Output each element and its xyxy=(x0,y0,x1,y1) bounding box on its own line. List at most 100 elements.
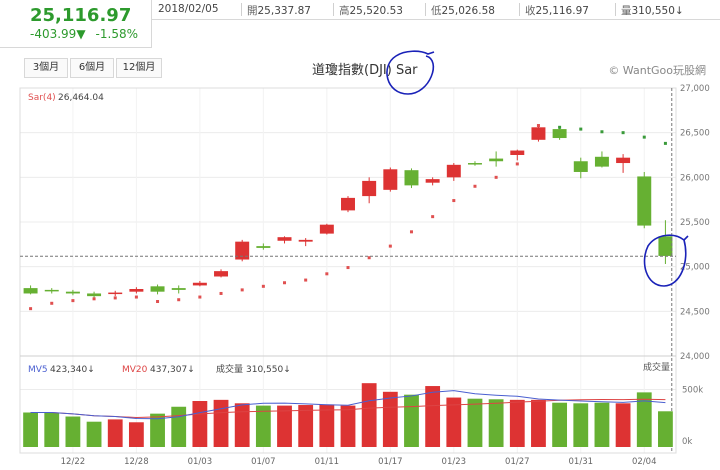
volume-bar xyxy=(255,405,271,447)
range-3m-button[interactable]: 3個月 xyxy=(24,58,68,78)
date-tick-label: 01/31 xyxy=(569,457,594,467)
candle-body xyxy=(319,224,334,234)
sar-dot xyxy=(409,230,413,234)
change-value: -403.99▼ xyxy=(30,27,86,41)
volume-bar xyxy=(361,383,377,447)
sar-dot xyxy=(473,184,477,188)
volume-bar xyxy=(594,402,610,447)
volume-bar xyxy=(658,411,673,447)
change-percent: -1.58% xyxy=(95,27,138,41)
divider xyxy=(615,3,616,16)
candle-body xyxy=(298,239,313,242)
brand-watermark: © WantGoo玩股網 xyxy=(608,64,706,77)
candle-body xyxy=(192,282,207,286)
info-low: 低25,026.58 xyxy=(431,3,495,18)
price-tick-label: 25,000 xyxy=(680,263,710,273)
candle-body xyxy=(510,150,525,155)
last-price: 25,116.97 xyxy=(30,5,132,26)
candle-body xyxy=(171,288,186,290)
chart-frame xyxy=(19,87,677,454)
open-value: 25,337.87 xyxy=(257,5,311,17)
sar-dot xyxy=(29,307,33,311)
range-12m-button[interactable]: 12個月 xyxy=(116,58,162,78)
price-gridlines xyxy=(20,87,676,390)
candle-body xyxy=(658,236,673,256)
sar-dot xyxy=(71,299,75,303)
price-tick-label: 26,500 xyxy=(680,129,710,139)
divider xyxy=(519,3,520,16)
date-tick-label: 01/03 xyxy=(188,457,213,467)
price-tick-label: 24,500 xyxy=(680,307,710,317)
chart-title: 道瓊指數(DJI) Sar xyxy=(312,63,418,78)
mv20-legend-value: 437,307↓ xyxy=(150,365,195,375)
low-label: 低 xyxy=(431,5,442,17)
sar-dot xyxy=(198,295,202,299)
sar-dot xyxy=(325,272,329,276)
date-tick-label: 12/28 xyxy=(124,457,149,467)
divider xyxy=(241,3,242,16)
sar-dot xyxy=(240,288,244,292)
range-6m-button[interactable]: 6個月 xyxy=(70,58,114,78)
annotation-circle-title xyxy=(386,50,435,95)
candle-body xyxy=(446,164,461,178)
sar-dot xyxy=(261,284,265,288)
candle-body xyxy=(129,289,144,292)
close-value: 25,116.97 xyxy=(535,5,589,17)
sar-dot xyxy=(304,278,308,282)
moving-average-lines xyxy=(30,390,666,420)
sar-legend-label: Sar(4) xyxy=(28,93,56,103)
volume-bar xyxy=(404,394,419,447)
volume-bar xyxy=(277,405,292,447)
high-value: 25,520.53 xyxy=(349,5,403,17)
sar-dot xyxy=(219,291,223,295)
price-tick-label: 27,000 xyxy=(680,84,710,94)
sar-dot xyxy=(113,296,117,300)
candle-body xyxy=(214,271,229,277)
quote-box: 25,116.97 -403.99▼ -1.58% xyxy=(0,0,152,48)
volume-bar xyxy=(234,403,250,447)
sar-dot xyxy=(92,297,96,301)
mv5-legend-value: 423,340↓ xyxy=(50,365,95,375)
volume-bar xyxy=(382,391,398,447)
candle-body xyxy=(277,237,292,241)
volume-bar xyxy=(636,392,652,447)
sar-dot xyxy=(515,162,519,166)
date-tick-label: 01/11 xyxy=(315,457,340,467)
volume-bar xyxy=(150,413,165,447)
volume-bar xyxy=(425,386,441,447)
volume-axis-label: 成交量 xyxy=(643,361,670,373)
plot-border xyxy=(19,87,677,454)
price-tick-label: 26,000 xyxy=(680,173,710,183)
date-tick-label: 12/22 xyxy=(61,457,86,467)
candle-body xyxy=(467,163,482,165)
volume-bar xyxy=(552,402,568,447)
mv5-line xyxy=(30,390,666,420)
sar-series xyxy=(29,124,667,311)
volume-tick-label: 500k xyxy=(682,386,703,396)
info-volume: 量310,550↓ xyxy=(621,3,684,18)
volume-series xyxy=(23,383,673,447)
candle-body xyxy=(404,170,419,186)
mv20-legend-label: MV20 xyxy=(122,365,148,375)
sar-dot xyxy=(50,301,54,305)
sar-dot xyxy=(600,130,604,134)
mv5-legend-label: MV5 xyxy=(28,365,48,375)
candlestick-series xyxy=(23,125,673,298)
volume-bar xyxy=(44,412,60,447)
candle-body xyxy=(44,289,59,292)
annotations xyxy=(386,50,689,287)
candle-body xyxy=(23,288,38,294)
low-value: 25,026.58 xyxy=(441,5,495,17)
ohlc-info-row: 2018/02/05 開25,337.87 高25,520.53 低25,026… xyxy=(152,0,720,20)
candle-body xyxy=(341,197,355,211)
candle-body xyxy=(362,180,377,197)
candle-body xyxy=(573,161,588,172)
volume-bar xyxy=(86,421,102,447)
sar-dot xyxy=(663,141,667,145)
legends: Sar(4) 26,464.04 MV5 423,340↓ MV20 437,307↓ 成交… xyxy=(28,93,291,375)
candle-body xyxy=(87,293,102,297)
price-tick-label: 25,500 xyxy=(680,218,710,228)
sar-dot xyxy=(494,175,498,179)
volume-bar xyxy=(488,399,504,447)
